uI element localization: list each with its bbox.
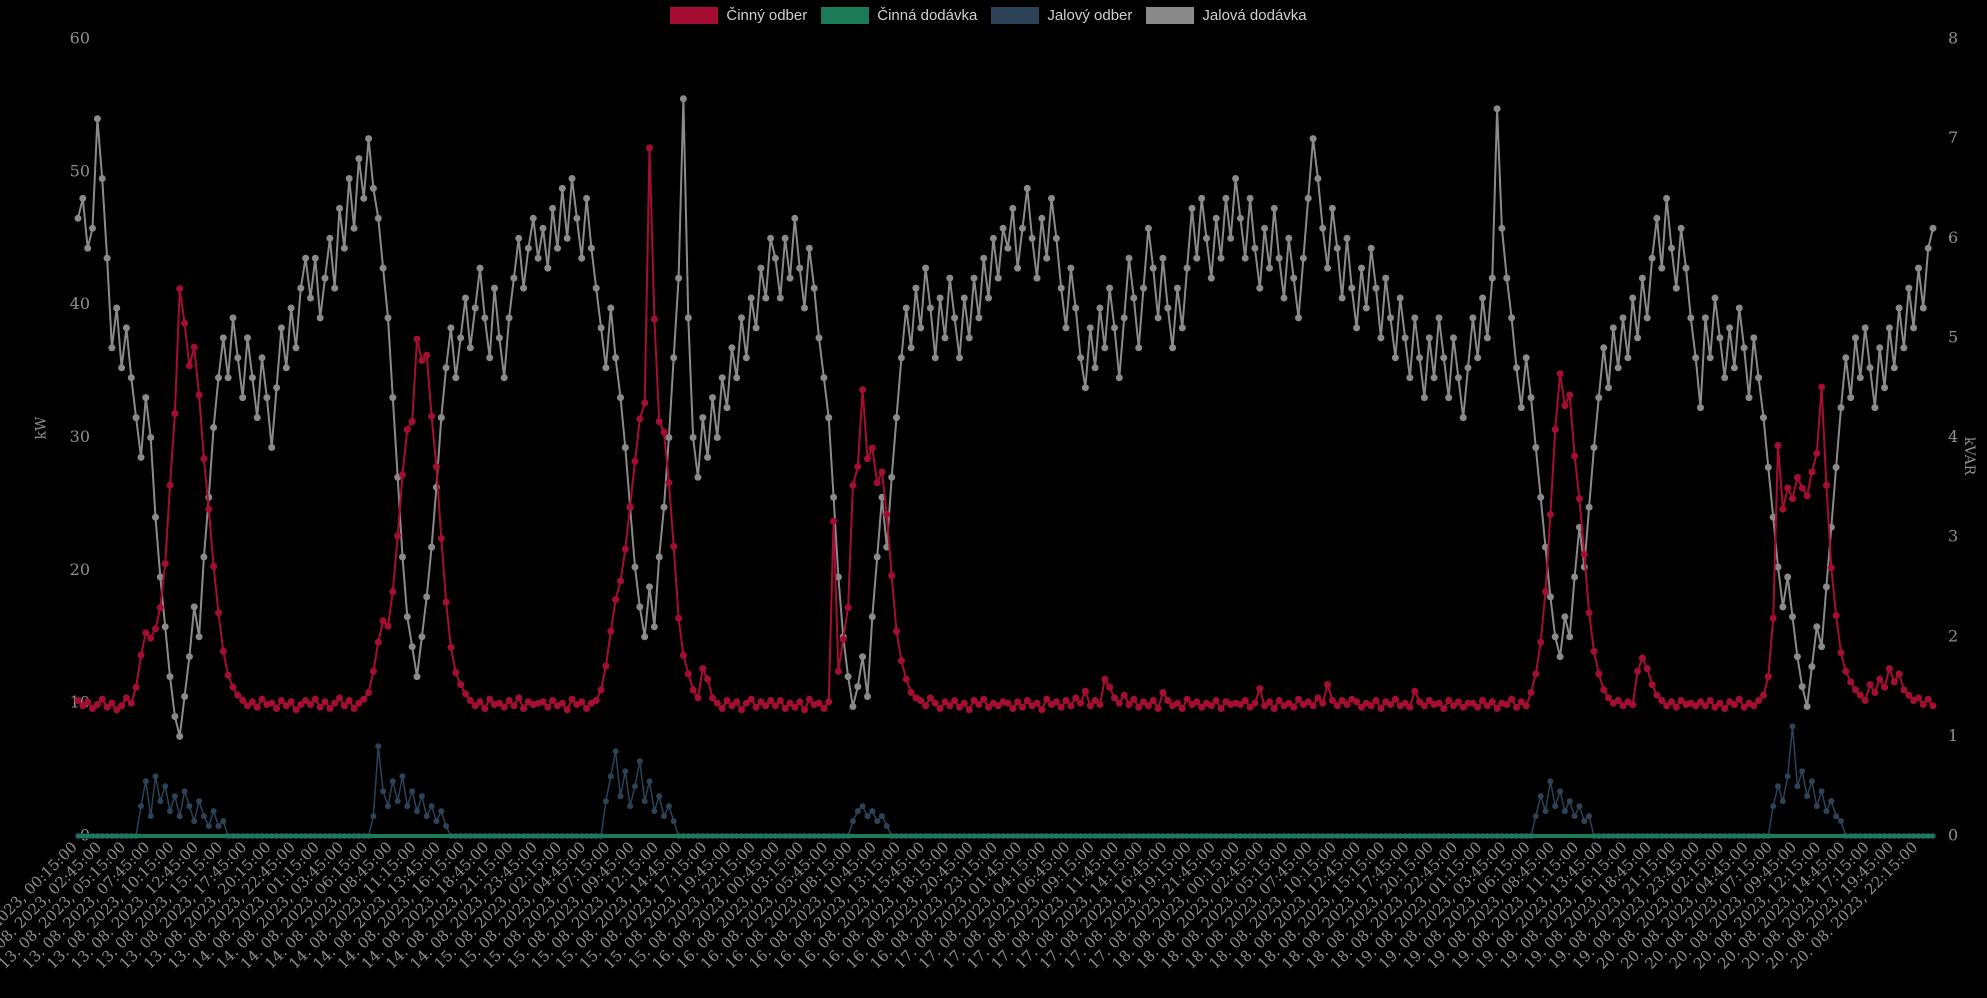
svg-text:0: 0: [1948, 826, 1958, 845]
svg-text:2: 2: [1948, 626, 1958, 645]
svg-text:40: 40: [70, 294, 90, 313]
svg-text:20: 20: [70, 560, 90, 579]
left-axis-title: kW: [33, 416, 50, 440]
legend-swatch-red: [670, 7, 719, 24]
legend-item-jalova-dodavka[interactable]: Jalová dodávka: [1146, 7, 1316, 24]
legend-item-cinna-dodavka[interactable]: Činná dodávka: [821, 7, 987, 24]
svg-text:4: 4: [1948, 427, 1958, 446]
legend-label: Jalová dodávka: [1202, 7, 1307, 24]
svg-text:3: 3: [1948, 527, 1958, 546]
svg-text:5: 5: [1948, 327, 1958, 346]
legend-label: Jalový odber: [1047, 7, 1133, 24]
chart-legend: Činný odber Činná dodávka Jalový odber J…: [0, 7, 1987, 24]
svg-text:6: 6: [1948, 228, 1958, 247]
legend-swatch-gray: [1146, 7, 1195, 24]
legend-label: Činná dodávka: [877, 7, 978, 24]
legend-label: Činný odber: [726, 7, 808, 24]
svg-text:30: 30: [70, 427, 90, 446]
legend-swatch-green: [821, 7, 870, 24]
right-axis-title: kVAR: [1961, 436, 1978, 476]
svg-text:50: 50: [70, 161, 90, 180]
series-jalovy-odber: [75, 723, 1936, 839]
series-jalova-dodavka: [74, 95, 1937, 740]
svg-text:7: 7: [1948, 128, 1958, 147]
legend-swatch-navy: [991, 7, 1040, 24]
svg-text:60: 60: [70, 29, 90, 48]
svg-text:1: 1: [1948, 726, 1958, 745]
series-cinna-dodavka: [76, 834, 1935, 838]
legend-item-jalovy-odber[interactable]: Jalový odber: [991, 7, 1142, 24]
svg-text:8: 8: [1948, 29, 1958, 48]
series-cinny-odber: [74, 144, 1937, 714]
left-axis-ticks: 0102030405060: [70, 29, 90, 845]
right-axis-ticks: 0 1 2 3 4 5 6 7 8: [1948, 29, 1958, 845]
legend-item-cinny-odber[interactable]: Činný odber: [670, 7, 817, 24]
